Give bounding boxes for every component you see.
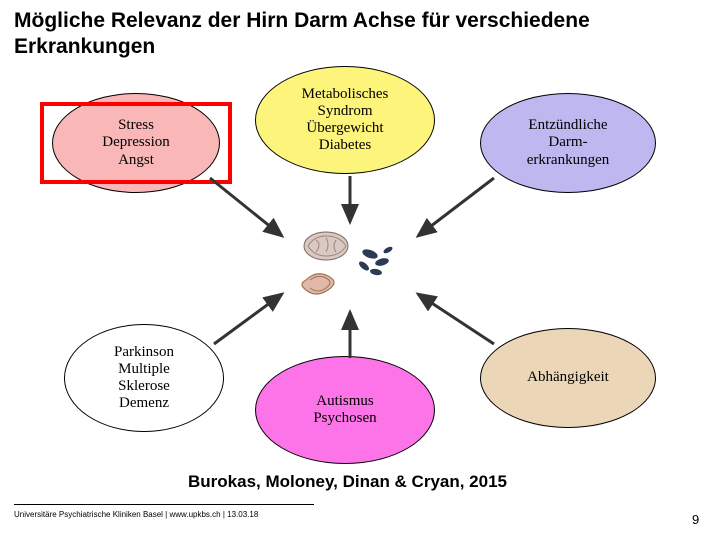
node-autism: AutismusPsychosen: [255, 356, 435, 464]
citation-text: Burokas, Moloney, Dinan & Cryan, 2015: [188, 472, 507, 492]
slide-root: Mögliche Relevanz der Hirn Darm Achse fü…: [0, 0, 720, 540]
node-metabolic: MetabolischesSyndromÜbergewichtDiabetes: [255, 66, 435, 174]
center-illustration: [292, 226, 408, 310]
node-ibd: EntzündlicheDarm-erkrankungen: [480, 93, 656, 193]
node-parkinson: ParkinsonMultipleSkleroseDemenz: [64, 324, 224, 432]
node-addiction: Abhängigkeit: [480, 328, 656, 428]
highlight-box: [40, 102, 232, 184]
footer-divider: [14, 504, 314, 505]
footer-text: Universitäre Psychiatrische Kliniken Bas…: [14, 510, 258, 519]
slide-number: 9: [692, 512, 699, 527]
slide-title: Mögliche Relevanz der Hirn Darm Achse fü…: [14, 8, 706, 61]
